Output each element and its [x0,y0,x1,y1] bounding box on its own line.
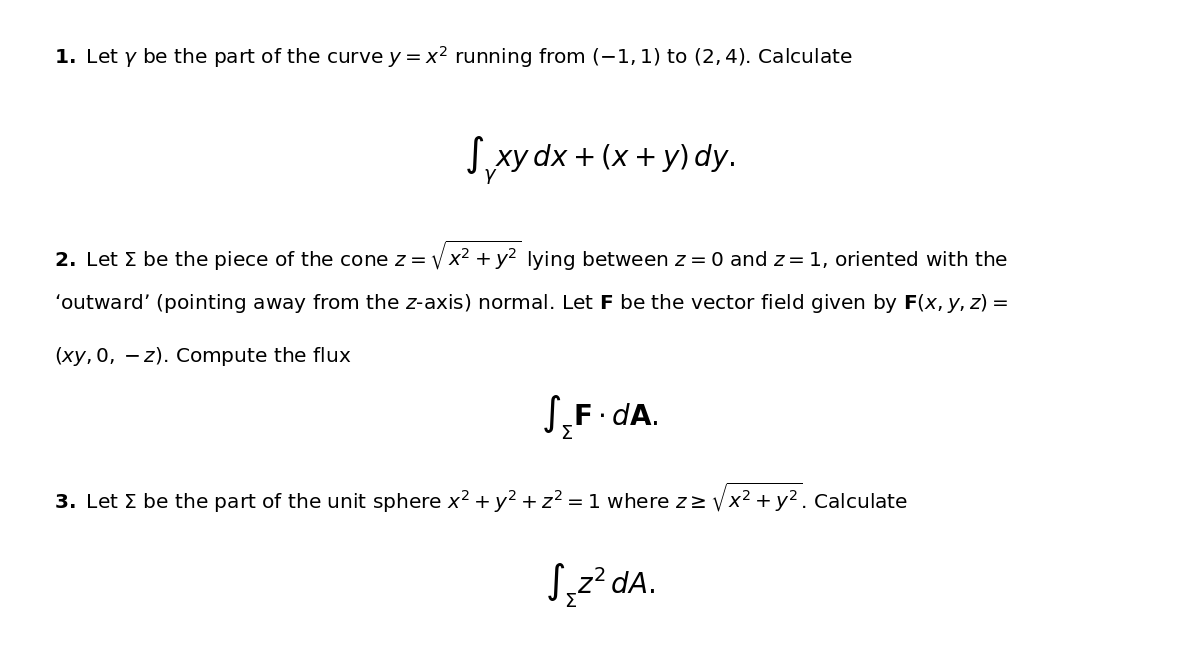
Text: $\mathbf{2.}$ Let $\Sigma$ be the piece of the cone $z = \sqrt{x^2 + y^2}$ lying: $\mathbf{2.}$ Let $\Sigma$ be the piece … [54,239,1008,273]
Text: $(xy, 0, -z)$. Compute the flux: $(xy, 0, -z)$. Compute the flux [54,345,352,368]
Text: $\mathbf{1.}$ Let $\gamma$ be the part of the curve $y = x^2$ running from $(-1,: $\mathbf{1.}$ Let $\gamma$ be the part o… [54,44,853,70]
Text: $\int_{\Sigma} \mathbf{F} \cdot d\mathbf{A}.$: $\int_{\Sigma} \mathbf{F} \cdot d\mathbf… [541,393,659,442]
Text: ‘outward’ (pointing away from the $z$-axis) normal. Let $\mathbf{F}$ be the vect: ‘outward’ (pointing away from the $z$-ax… [54,292,1008,314]
Text: $\int_{\Sigma} z^2\, dA.$: $\int_{\Sigma} z^2\, dA.$ [545,561,655,610]
Text: $\mathbf{3.}$ Let $\Sigma$ be the part of the unit sphere $x^2 + y^2 + z^2 = 1$ : $\mathbf{3.}$ Let $\Sigma$ be the part o… [54,480,908,515]
Text: $\int_{\gamma} xy\, dx + (x + y)\, dy.$: $\int_{\gamma} xy\, dx + (x + y)\, dy.$ [464,134,736,187]
